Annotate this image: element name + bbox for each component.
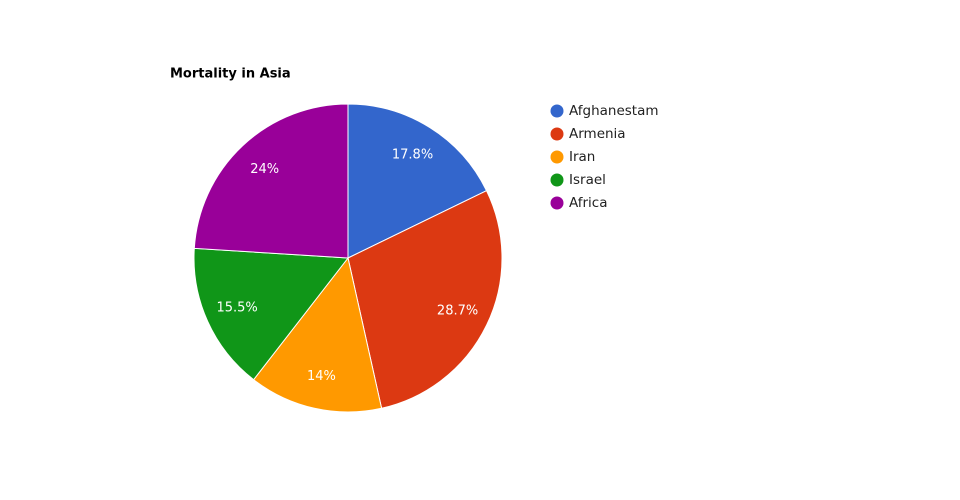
legend-label: Afghanestam: [569, 103, 659, 119]
pie-slice: [347, 190, 503, 409]
legend-swatch: [550, 104, 564, 118]
legend-swatch: [550, 196, 564, 210]
legend-label: Armenia: [569, 126, 626, 142]
legend-label: Iran: [569, 149, 595, 165]
slice-label: 17.8%: [392, 147, 433, 162]
slice-label: 28.7%: [437, 303, 478, 318]
pie-slice: [193, 247, 349, 381]
legend-label: Israel: [569, 172, 606, 188]
slice-label: 24%: [250, 162, 279, 177]
legend-label: Africa: [569, 195, 608, 211]
pie-slice: [193, 103, 349, 259]
pie-slice: [347, 103, 488, 259]
legend-swatch: [550, 150, 564, 164]
pie-slice: [252, 256, 383, 413]
slice-label: 14%: [307, 369, 336, 384]
legend-swatch: [550, 127, 564, 141]
slice-label: 15.5%: [216, 301, 257, 316]
legend-swatch: [550, 173, 564, 187]
chart-title: Mortality in Asia: [170, 67, 291, 82]
